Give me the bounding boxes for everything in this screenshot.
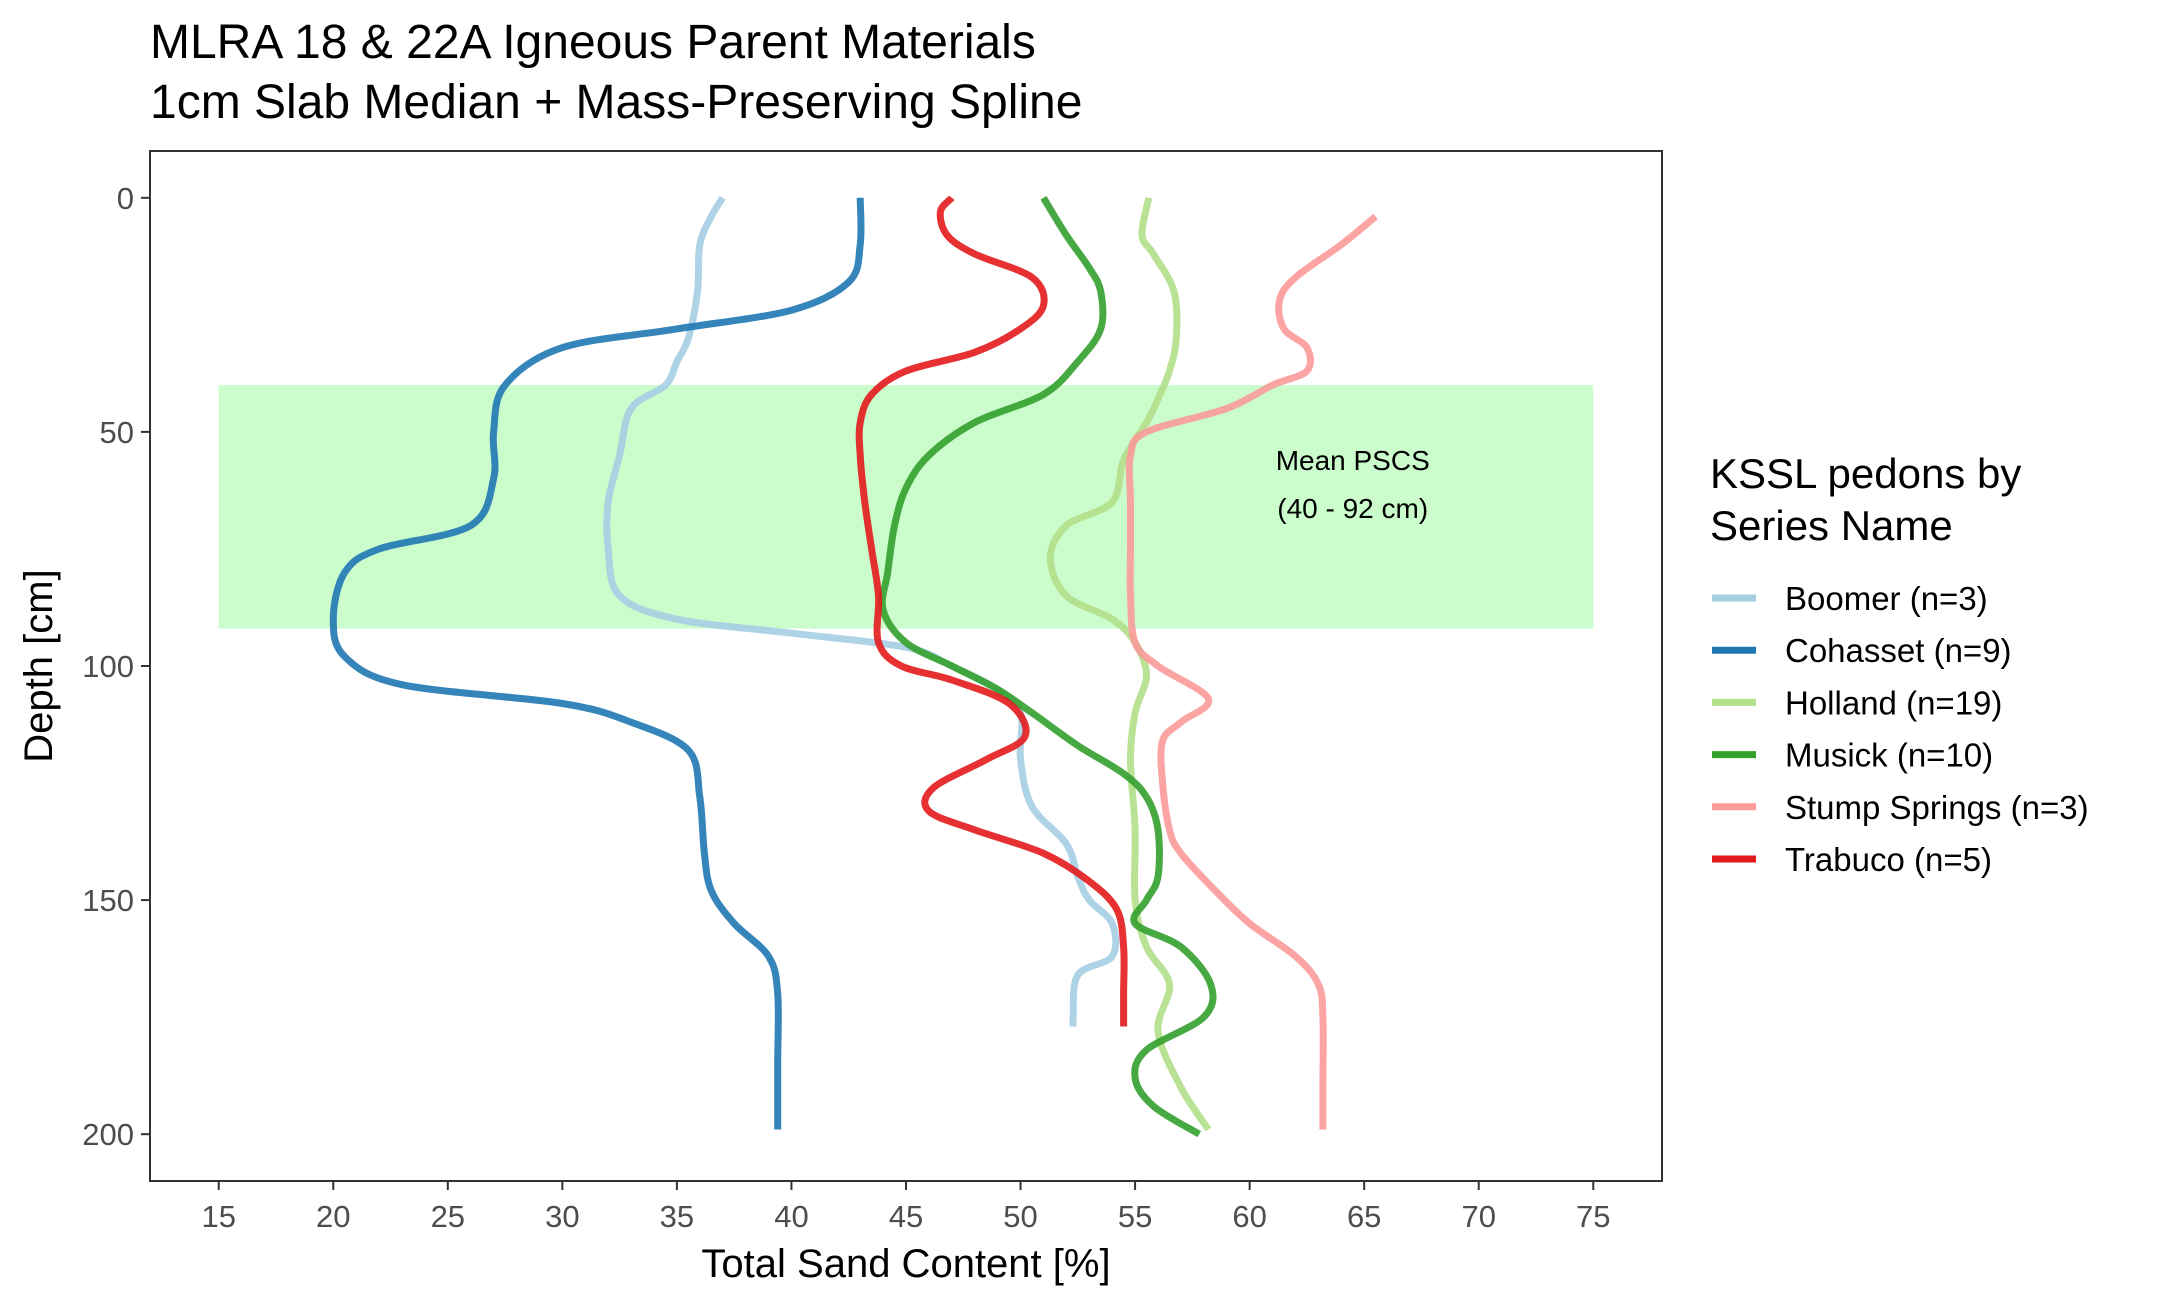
x-tick-label: 55 — [1118, 1199, 1152, 1234]
legend-label-holland: Holland (n=19) — [1785, 684, 2002, 721]
plot-area: Mean PSCS (40 - 92 cm) — [218, 195, 1594, 1138]
y-tick-label: 150 — [82, 883, 134, 918]
legend: KSSL pedons by Series Name Boomer (n=3) C… — [1710, 450, 2089, 878]
series-line-holland — [1046, 197, 1212, 1132]
x-tick-label: 45 — [889, 1199, 923, 1234]
chart-title: MLRA 18 & 22A Igneous Parent Materials 1… — [150, 16, 1082, 129]
y-tick-label: 50 — [100, 415, 134, 450]
x-tick-label: 50 — [1003, 1199, 1037, 1234]
annotation-line-2: (40 - 92 cm) — [1277, 493, 1428, 524]
x-tick-label: 20 — [316, 1199, 350, 1234]
series-line-trabuco — [855, 195, 1128, 1027]
x-tick-label: 25 — [431, 1199, 465, 1234]
series-line-boomer — [603, 195, 1120, 1027]
y-tick-label: 100 — [82, 649, 134, 684]
title-line-1: MLRA 18 & 22A Igneous Parent Materials — [150, 16, 1036, 69]
x-tick-label: 60 — [1232, 1199, 1266, 1234]
x-tick-label: 70 — [1461, 1199, 1495, 1234]
x-axis: 15 20 25 30 35 40 45 50 55 60 65 70 75 — [201, 1181, 1611, 1234]
y-axis: 0 50 100 150 200 — [82, 181, 150, 1152]
title-line-2: 1cm Slab Median + Mass-Preserving Spline — [150, 76, 1082, 129]
x-tick-label: 75 — [1576, 1199, 1610, 1234]
series-line-musick — [878, 195, 1217, 1138]
legend-label-musick: Musick (n=10) — [1785, 737, 1993, 774]
legend-title-line-1: KSSL pedons by — [1710, 450, 2021, 497]
x-tick-label: 40 — [774, 1199, 808, 1234]
x-tick-label: 65 — [1347, 1199, 1381, 1234]
legend-label-boomer: Boomer (n=3) — [1785, 580, 1988, 617]
legend-label-cohasset: Cohasset (n=9) — [1785, 632, 2012, 669]
pscs-band — [218, 385, 1594, 629]
legend-label-stump-springs: Stump Springs (n=3) — [1785, 789, 2089, 826]
annotation-line-1: Mean PSCS — [1276, 445, 1430, 476]
y-axis-title: Depth [cm] — [17, 569, 61, 762]
legend-label-trabuco: Trabuco (n=5) — [1785, 841, 1992, 878]
series-line-stump-springs — [1125, 213, 1378, 1130]
series-line-cohasset — [329, 197, 865, 1130]
x-tick-label: 15 — [201, 1199, 235, 1234]
x-axis-title: Total Sand Content [%] — [701, 1242, 1110, 1286]
x-tick-label: 30 — [545, 1199, 579, 1234]
y-tick-label: 200 — [82, 1117, 134, 1152]
y-tick-label: 0 — [117, 181, 134, 216]
x-tick-label: 35 — [660, 1199, 694, 1234]
legend-title-line-2: Series Name — [1710, 502, 1953, 549]
